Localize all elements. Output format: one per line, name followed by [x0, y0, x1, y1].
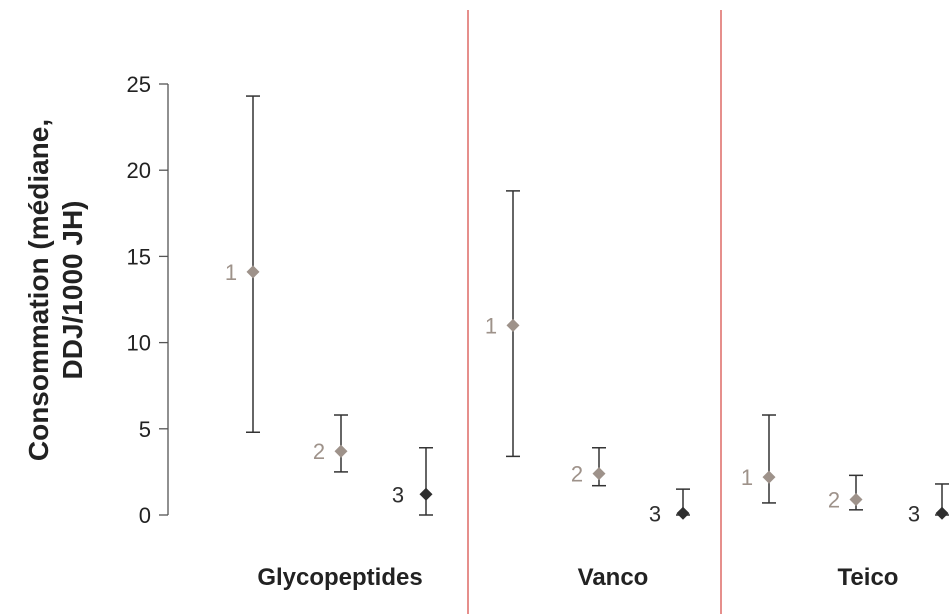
median-marker [246, 265, 260, 279]
y-tick-label: 5 [139, 417, 151, 442]
group-teico: 1 2 3 [741, 414, 949, 526]
data-point-group: 2 [571, 447, 606, 487]
y-axis: 0 5 10 15 20 25 [127, 72, 169, 528]
point-label: 1 [225, 260, 237, 285]
median-marker [676, 506, 690, 520]
data-point-group: 1 [741, 414, 776, 504]
point-label: 3 [908, 501, 920, 526]
group-dividers [467, 10, 722, 614]
data-point-group: 2 [313, 414, 348, 473]
median-marker [849, 492, 863, 506]
group-glycopeptides: 1 2 3 [225, 95, 433, 516]
y-tick-label: 0 [139, 503, 151, 528]
point-label: 1 [741, 465, 753, 490]
data-marks: 1 2 3 1 2 3 1 2 3 [225, 95, 949, 526]
group-label: Teico [838, 564, 899, 591]
point-label: 3 [649, 501, 661, 526]
y-axis-label-line: Consommation (médiane, [23, 119, 54, 461]
y-tick-label: 25 [127, 72, 151, 97]
data-point-group: 2 [828, 474, 863, 512]
data-point-group: 3 [908, 483, 949, 526]
y-axis-label: Consommation (médiane, DDJ/1000 JH) [23, 119, 88, 461]
group-label: Vanco [578, 564, 649, 591]
median-marker [935, 506, 949, 520]
median-marker [419, 487, 433, 501]
median-marker [592, 467, 606, 481]
median-marker [334, 444, 348, 458]
data-point-group: 1 [485, 190, 520, 458]
data-point-group: 1 [225, 95, 260, 433]
data-point-group: 3 [392, 447, 433, 516]
y-tick-label: 10 [127, 331, 151, 356]
point-label: 2 [571, 462, 583, 487]
data-point-group: 3 [649, 488, 690, 526]
median-marker [506, 318, 520, 332]
y-tick-label: 15 [127, 244, 151, 269]
median-marker [762, 470, 776, 484]
group-vanco: 1 2 3 [485, 190, 690, 526]
point-label: 3 [392, 482, 404, 507]
group-labels: Glycopeptides Vanco Teico [257, 564, 898, 591]
y-tick-label: 20 [127, 158, 151, 183]
point-label: 1 [485, 313, 497, 338]
point-label: 2 [828, 487, 840, 512]
y-axis-label-line: DDJ/1000 JH) [57, 201, 88, 380]
group-label: Glycopeptides [257, 564, 422, 591]
point-label: 2 [313, 439, 325, 464]
